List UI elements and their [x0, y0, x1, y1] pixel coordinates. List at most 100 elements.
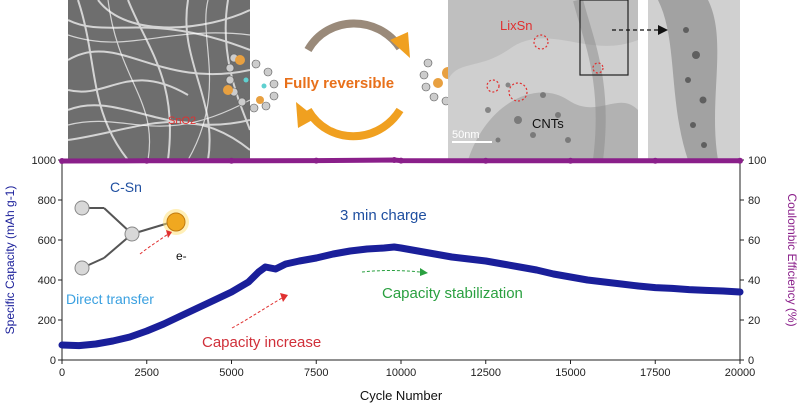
efficiency-point — [567, 157, 574, 164]
electron-label: e- — [176, 249, 187, 263]
tem-label-cnts: CNTs — [532, 116, 564, 131]
sem-fiber-texture: SnO2 — [68, 0, 250, 160]
top-arrowhead — [390, 32, 410, 58]
capacity-point — [685, 286, 693, 293]
y2-tick-label: 60 — [748, 235, 760, 247]
capacity-point — [618, 280, 625, 288]
tem-image: LixSn CNTs 50nm — [448, 0, 638, 160]
x-tick-label: 17500 — [640, 367, 671, 379]
left-axis: 0 200 400 600 800 1000 — [32, 155, 62, 367]
tem-label-lixsn: LixSn — [500, 18, 533, 33]
capacity-point — [75, 342, 83, 349]
capacity-point — [126, 333, 133, 341]
capacity-point — [499, 260, 506, 268]
scale-bar-label: 50nm — [452, 129, 480, 141]
top-arrow — [304, 19, 404, 53]
capacity-point — [262, 263, 269, 271]
y-axis-label: Specific Capacity (mAh g-1) — [3, 186, 17, 335]
capacity-point — [177, 312, 184, 320]
efficiency-point — [59, 158, 65, 164]
sem-image: SnO2 — [68, 0, 250, 160]
bottom-arrow — [304, 107, 404, 141]
capacity-point — [669, 285, 676, 292]
capacity-point — [397, 244, 405, 252]
capacity-point — [601, 278, 608, 286]
capacity-series — [58, 243, 744, 350]
capacity-point — [109, 337, 117, 345]
capacity-point — [516, 263, 523, 271]
capacity-point — [448, 253, 456, 261]
y2-tick-label: 0 — [748, 355, 754, 367]
x-tick-label: 0 — [59, 367, 65, 379]
efficiency-point — [737, 157, 743, 164]
efficiency-series — [59, 157, 743, 164]
sem-label: SnO2 — [168, 115, 196, 127]
capacity-point — [482, 257, 489, 265]
x-tick-label: 15000 — [555, 367, 586, 379]
tem-zoom-image — [648, 0, 740, 160]
capacity-increase-label: Capacity increase — [202, 334, 321, 351]
capacity-point — [635, 282, 642, 290]
inset-title: C-Sn — [110, 179, 142, 195]
zoom-arrow — [612, 25, 668, 35]
y-tick-label: 400 — [38, 275, 56, 287]
capacity-point — [550, 270, 557, 278]
y-tick-label: 800 — [38, 195, 56, 207]
bottom-arrowhead — [296, 102, 316, 128]
capacity-point — [313, 254, 320, 262]
capacity-point — [391, 243, 398, 251]
right-axis: 0 20 40 60 80 100 — [740, 155, 766, 367]
y2-tick-label: 80 — [748, 195, 760, 207]
capacity-point — [143, 327, 150, 335]
efficiency-point — [313, 157, 320, 164]
capacity-point — [255, 268, 262, 276]
capacity-point — [584, 276, 591, 284]
y-tick-label: 1000 — [32, 155, 56, 167]
capacity-increase-annotation: Capacity increase — [202, 293, 321, 351]
capacity-point — [736, 288, 744, 296]
capacity-point — [363, 245, 371, 253]
y2-tick-label: 40 — [748, 275, 760, 287]
efficiency-point — [228, 157, 235, 164]
x-tick-label: 2500 — [135, 367, 159, 379]
capacity-point — [272, 265, 279, 273]
capacity-stabilization-label: Capacity stabilization — [382, 285, 523, 302]
x-axis: 0 2500 5000 7500 10000 12500 15000 17500 20000 — [59, 360, 755, 379]
y2-tick-label: 100 — [748, 155, 766, 167]
capacity-point — [211, 296, 218, 304]
efficiency-band — [61, 157, 740, 164]
x-tick-label: 20000 — [725, 367, 756, 379]
capacity-point — [414, 247, 422, 255]
efficiency-point — [391, 157, 398, 163]
capacity-point — [296, 257, 303, 265]
capacity-point — [380, 244, 388, 252]
c-sn-inset: C-Sn e- Direct transfer — [66, 179, 189, 307]
capacity-point — [58, 341, 66, 349]
capacity-point — [719, 287, 727, 295]
capacity-point — [533, 266, 540, 274]
y-tick-label: 600 — [38, 235, 56, 247]
capacity-point — [346, 247, 354, 255]
capacity-point — [702, 287, 710, 294]
efficiency-point — [482, 157, 489, 164]
capacity-point — [160, 320, 167, 328]
capacity-chart: 0 200 400 600 800 1000 0 20 40 60 80 100 0 2500 5000… — [3, 155, 799, 403]
direct-transfer-label: Direct transfer — [66, 291, 154, 307]
particle-chain-left — [223, 53, 279, 113]
x-tick-label: 5000 — [219, 367, 243, 379]
capacity-point — [282, 260, 289, 268]
capacity-point — [431, 250, 439, 258]
y2-tick-label: 20 — [748, 315, 760, 327]
plot-frame — [61, 159, 741, 361]
x-axis-label: Cycle Number — [360, 388, 443, 403]
capacity-stabilization-annotation: Capacity stabilization — [361, 268, 523, 302]
efficiency-point — [143, 157, 150, 164]
x-tick-label: 12500 — [470, 367, 501, 379]
capacity-point — [330, 250, 337, 258]
x-tick-label: 10000 — [386, 367, 417, 379]
y-tick-label: 0 — [50, 355, 56, 367]
fully-reversible-label: Fully reversible — [284, 75, 394, 92]
x-tick-label: 7500 — [304, 367, 328, 379]
capacity-point — [92, 340, 100, 348]
